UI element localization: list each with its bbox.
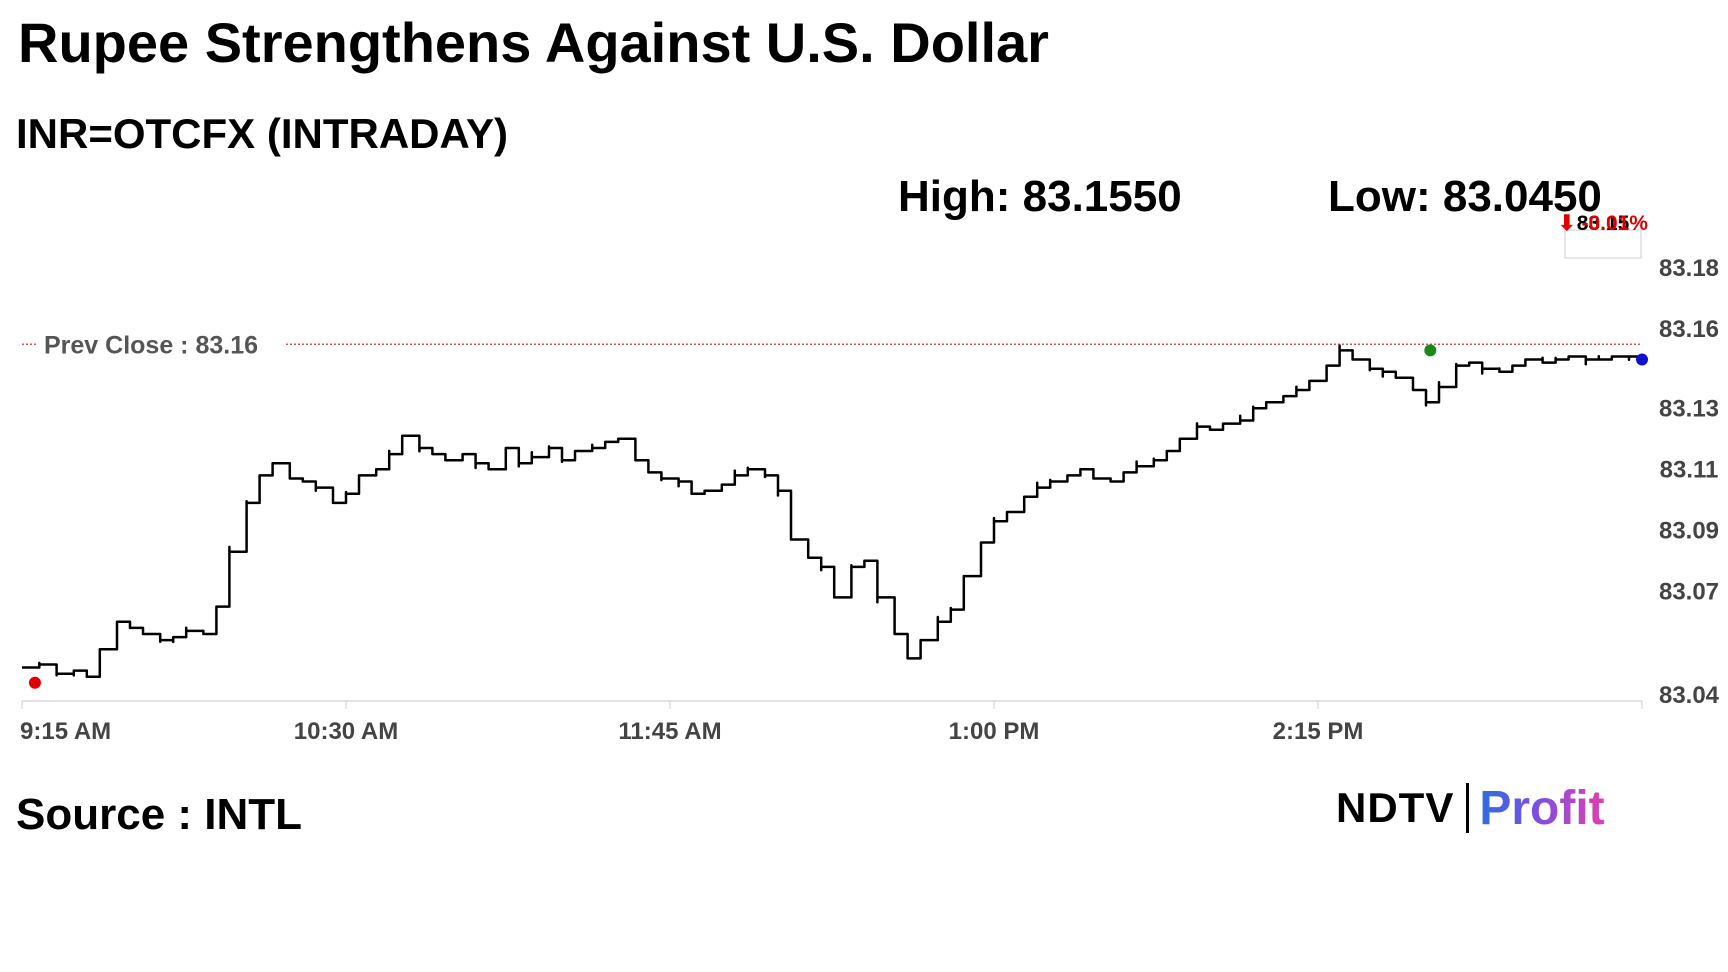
- x-tick-label: 10:30 AM: [294, 718, 398, 745]
- y-tick-label: 83.11: [1660, 456, 1719, 483]
- intraday-line-chart: Prev Close : 83.16 83.1883.1683.1383.118…: [20, 212, 1720, 745]
- last-price-label: 83.15: [1577, 212, 1630, 235]
- y-tick-label: 83.09: [1659, 517, 1719, 544]
- logo-ndtv-text: NDTV: [1336, 784, 1455, 831]
- x-tick-label: 2:15 PM: [1273, 718, 1364, 745]
- y-tick-label: 83.18: [1659, 255, 1719, 282]
- prev-close-label-bg: [36, 330, 286, 359]
- price-markers: [28, 344, 1648, 689]
- source-label: Source : INTL: [16, 790, 303, 839]
- last-marker: [1636, 353, 1648, 366]
- chart-subtitle: INR=OTCFX (INTRADAY): [16, 110, 508, 157]
- chart-title: Rupee Strengthens Against U.S. Dollar: [18, 11, 1049, 74]
- last-price-badge: [1564, 229, 1642, 259]
- last-change-label: ⬇ -0.01%: [1558, 212, 1648, 235]
- logo-profit-text: Profit: [1479, 781, 1605, 835]
- y-tick-label: 83.07: [1659, 578, 1719, 605]
- prev-close-label: Prev Close : 83.16: [44, 331, 258, 359]
- x-tick-label: 1:00 PM: [949, 718, 1040, 745]
- price-line: [22, 344, 1644, 678]
- y-axis-ticks: 83.18 83.16 83.13 83.11 83.09 83.07 83.04: [1659, 255, 1720, 709]
- logo-divider: [1466, 783, 1470, 833]
- x-tick-label: 11:45 AM: [618, 718, 721, 745]
- y-tick-label: 83.16: [1659, 316, 1719, 343]
- y-tick-label: 83.13: [1659, 395, 1719, 422]
- high-value: High: 83.1550: [898, 172, 1182, 221]
- high-marker: [1424, 344, 1437, 357]
- ndtv-profit-logo: NDTV Profit: [1336, 776, 1605, 840]
- x-axis-ticks: 9:15 AM 10:30 AM 11:45 AM 1:00 PM 2:15 PM: [20, 701, 1643, 745]
- open-marker: [28, 676, 41, 689]
- low-value: Low: 83.0450: [1328, 172, 1602, 221]
- x-tick-label: 9:15 AM: [20, 718, 111, 745]
- y-tick-label: 83.04: [1659, 682, 1720, 709]
